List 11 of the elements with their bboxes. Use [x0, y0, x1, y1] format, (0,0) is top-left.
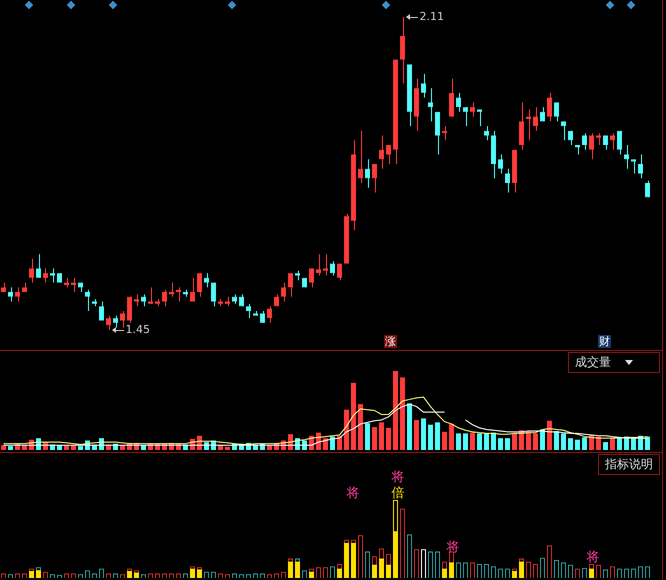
annotation: 1.45: [126, 322, 150, 336]
annotation: 将: [586, 550, 600, 565]
annotation: 2.11: [420, 10, 444, 23]
text: 财: [598, 335, 611, 348]
annotation: 倍: [390, 486, 406, 501]
chart-title: 指标说明: [605, 457, 653, 471]
text: 涨: [384, 335, 397, 348]
text: 将: [390, 470, 406, 485]
annotation: 将: [446, 540, 460, 555]
annotation: 将: [346, 486, 360, 501]
chart-title: 成交量: [575, 355, 611, 369]
